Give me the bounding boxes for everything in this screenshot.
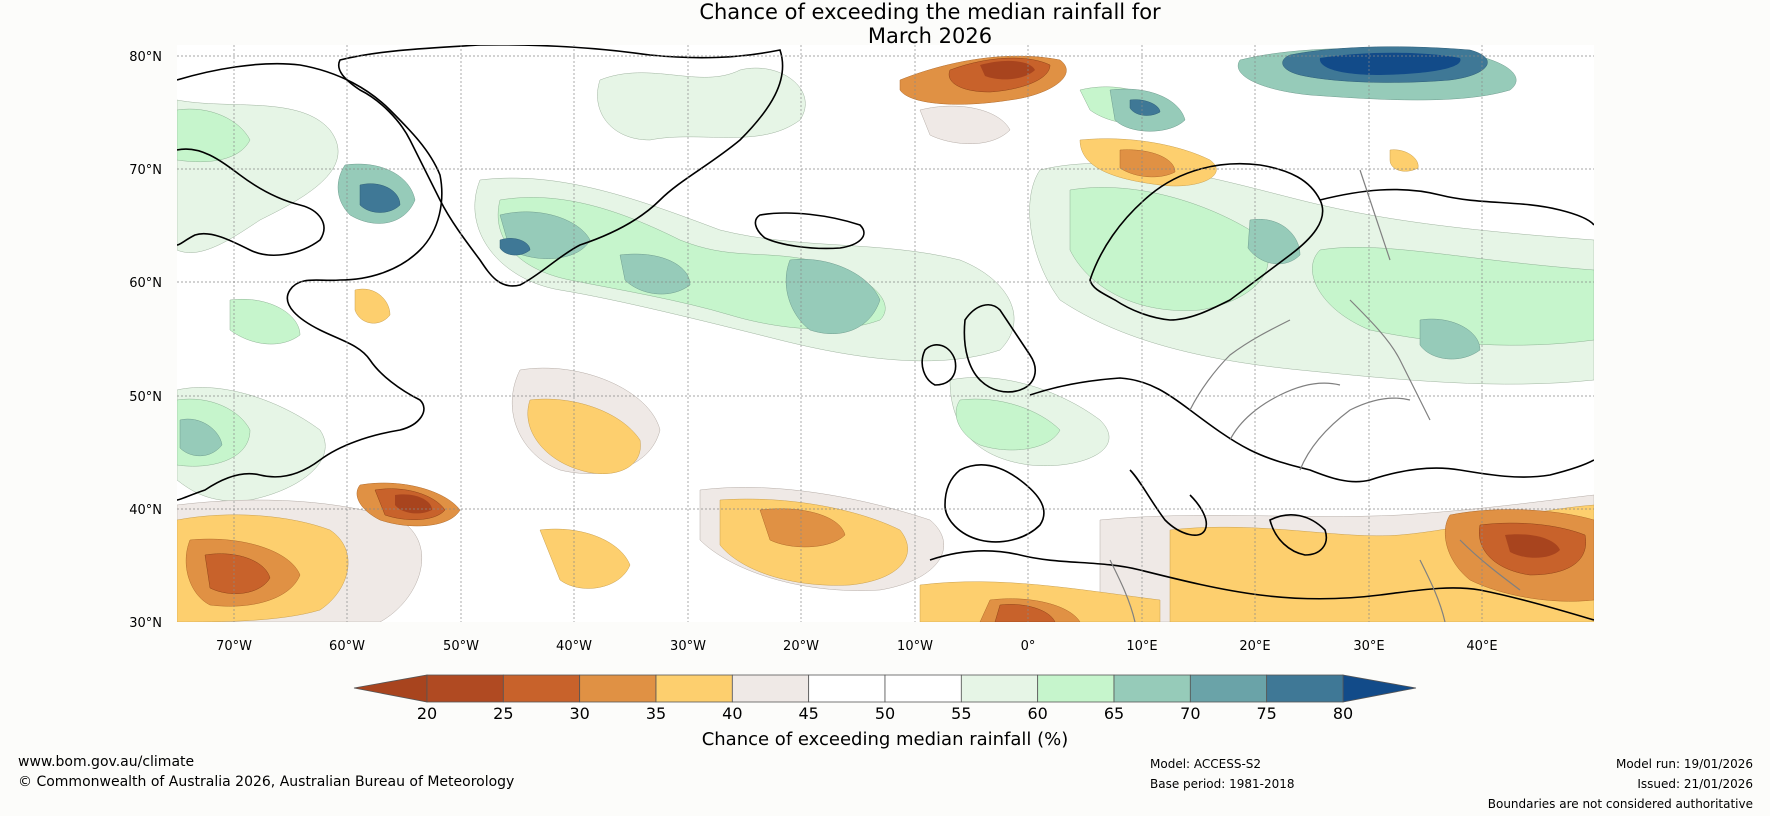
colorbar-extend-high	[1342, 674, 1417, 703]
colorbar-tick-label: 35	[646, 704, 666, 723]
colorbar-tick-label: 40	[722, 704, 742, 723]
lat-label: 50°N	[129, 390, 162, 405]
lat-label: 30°N	[129, 616, 162, 631]
colorbar-cell	[1037, 674, 1115, 703]
colorbar-tick-label: 65	[1104, 704, 1124, 723]
colorbar-cell	[808, 674, 886, 703]
colorbar-tick-label: 80	[1333, 704, 1353, 723]
colorbar-tick-label: 55	[951, 704, 971, 723]
probability-above-80-areas	[1319, 52, 1461, 75]
website-url[interactable]: www.bom.gov.au/climate	[18, 754, 195, 770]
lon-label: 30°E	[1353, 639, 1384, 654]
copyright-text: © Commonwealth of Australia 2026, Austra…	[18, 774, 515, 790]
lon-label: 70°W	[216, 639, 252, 654]
probability-below-25-areas	[395, 60, 1560, 558]
colorbar-cell	[731, 674, 810, 703]
colorbar-tick-label: 60	[1027, 704, 1047, 723]
country-borders	[1109, 169, 1521, 622]
title-block: Chance of exceeding the median rainfall …	[0, 0, 1770, 48]
colorbar-tick-label: 75	[1256, 704, 1276, 723]
lon-label: 20°W	[783, 639, 819, 654]
model-run-date: Model run: 19/01/2026	[1615, 757, 1753, 771]
lon-label: 60°W	[329, 639, 365, 654]
colorbar-tick-label: 70	[1180, 704, 1200, 723]
title-line-1: Chance of exceeding the median rainfall …	[699, 0, 1161, 24]
colorbar-cell	[884, 674, 962, 703]
colorbar-tick-label: 30	[569, 704, 589, 723]
lon-label: 10°E	[1126, 639, 1157, 654]
title-line-2: March 2026	[867, 24, 993, 48]
lon-label: 20°E	[1239, 639, 1270, 654]
lon-label: 40°E	[1466, 639, 1497, 654]
rainfall-probability-field	[177, 45, 1594, 622]
issued-date: Issued: 21/01/2026	[1637, 777, 1753, 791]
colorbar-cell	[1113, 674, 1191, 703]
colorbar-tick-label: 45	[798, 704, 818, 723]
colorbar-cell	[579, 674, 657, 703]
latitude-labels: 80°N 70°N 60°N 50°N 40°N 30°N	[129, 50, 162, 631]
longitude-labels: 70°W 60°W 50°W 40°W 30°W 20°W 10°W 0° 10…	[216, 639, 1498, 654]
colorbar-label: Chance of exceeding median rainfall (%)	[702, 729, 1069, 750]
lon-label: 0°	[1021, 639, 1036, 654]
colorbar-cell	[1189, 674, 1268, 703]
probability-60-65-areas	[177, 86, 1594, 467]
base-period: Base period: 1981-2018	[1150, 777, 1295, 791]
lat-label: 60°N	[129, 276, 162, 291]
colorbar-cell	[655, 674, 733, 703]
lat-label: 70°N	[129, 163, 162, 178]
lat-label: 80°N	[129, 50, 162, 65]
lat-label: 40°N	[129, 503, 162, 518]
lon-label: 10°W	[897, 639, 933, 654]
coastlines	[177, 45, 1594, 621]
colorbar-tick-label: 20	[417, 704, 437, 723]
colorbar-tick-label: 25	[493, 704, 513, 723]
colorbar-tick-label: 50	[875, 704, 895, 723]
colorbar: 20 25 30 35 40 45 50 55 60 65 70 75 80 Chance of exc…	[353, 674, 1417, 750]
lon-label: 40°W	[556, 639, 592, 654]
colorbar-cell	[1266, 674, 1344, 703]
lon-label: 50°W	[443, 639, 479, 654]
boundaries-disclaimer: Boundaries are not considered authoritat…	[1487, 797, 1753, 811]
graticule	[177, 45, 1594, 622]
model-name: Model: ACCESS-S2	[1150, 757, 1262, 771]
colorbar-extend-low	[353, 674, 428, 703]
colorbar-cell	[502, 674, 581, 703]
colorbar-cell	[426, 674, 504, 703]
colorbar-cell	[960, 674, 1039, 703]
lon-label: 30°W	[670, 639, 706, 654]
